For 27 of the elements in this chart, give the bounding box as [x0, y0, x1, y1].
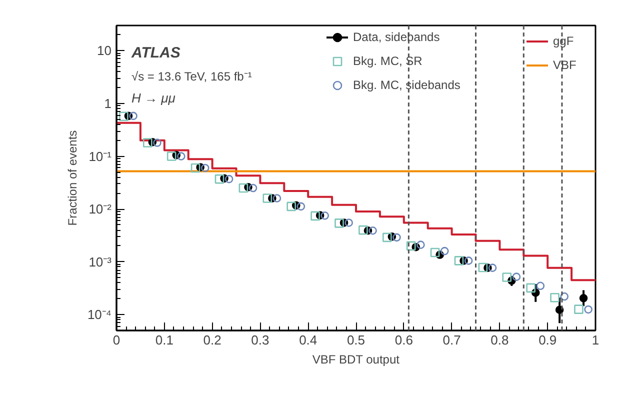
x-tick-label: 0.5	[346, 332, 366, 348]
y-axis-title: Fraction of events	[65, 130, 80, 226]
legend-label: Bkg. MC, sidebands	[353, 78, 460, 92]
x-tick-label: 0.8	[490, 332, 509, 348]
x-tick-label: 0.4	[299, 332, 318, 348]
x-axis-title: VBF BDT output	[312, 352, 400, 366]
annotation: H → μμ	[132, 90, 176, 106]
annotation: ATLAS	[130, 44, 180, 62]
y-tick-label: 10	[97, 43, 112, 58]
legend-label: ggF	[553, 34, 574, 48]
x-tick-label: 0.7	[442, 332, 461, 348]
x-tick-label: 0.9	[538, 332, 557, 348]
legend-label: VBF	[553, 58, 576, 72]
annotation: √s = 13.6 TeV, 165 fb⁻¹	[132, 70, 252, 84]
x-tick-label: 0.1	[155, 332, 174, 348]
x-tick-label: 0.2	[203, 332, 222, 348]
x-tick-label: 0.3	[251, 332, 270, 348]
legend-label: Bkg. MC, SR	[353, 54, 422, 68]
x-tick-label: 0.6	[394, 332, 413, 348]
x-tick-label: 1	[592, 332, 600, 348]
legend-label: Data, sidebands	[353, 30, 440, 44]
x-tick-label: 0	[112, 332, 120, 348]
y-tick-label: 10⁻²	[88, 202, 112, 217]
y-tick-label: 1	[104, 96, 112, 111]
y-tick-label: 10⁻³	[88, 254, 112, 270]
y-tick-label: 10⁻⁴	[87, 307, 112, 322]
y-tick-label: 10⁻¹	[88, 148, 112, 164]
